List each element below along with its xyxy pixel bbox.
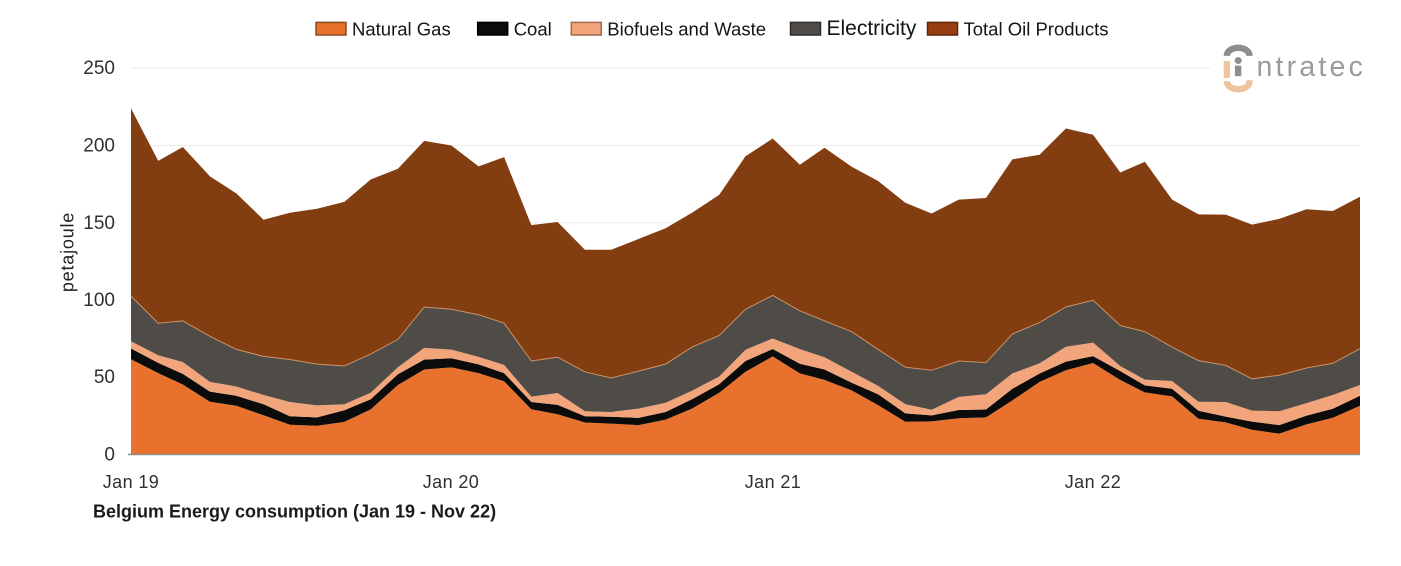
svg-text:Jan 19: Jan 19 bbox=[103, 472, 159, 492]
svg-text:Coal: Coal bbox=[514, 18, 552, 39]
svg-text:Electricity: Electricity bbox=[827, 17, 917, 40]
svg-text:Natural Gas: Natural Gas bbox=[352, 18, 451, 39]
svg-text:petajoule: petajoule bbox=[58, 212, 78, 292]
svg-text:150: 150 bbox=[83, 213, 115, 234]
svg-text:Biofuels and Waste: Biofuels and Waste bbox=[607, 18, 766, 39]
svg-text:Jan 21: Jan 21 bbox=[745, 472, 801, 492]
svg-text:Belgium Energy consumption (Ja: Belgium Energy consumption (Jan 19 - Nov… bbox=[93, 502, 496, 522]
svg-text:Total Oil Products: Total Oil Products bbox=[964, 18, 1109, 39]
svg-text:0: 0 bbox=[104, 445, 115, 466]
svg-text:50: 50 bbox=[94, 367, 115, 388]
svg-text:ntratec: ntratec bbox=[1257, 51, 1367, 83]
svg-text:250: 250 bbox=[83, 58, 115, 79]
svg-text:Jan 20: Jan 20 bbox=[423, 472, 479, 492]
svg-text:100: 100 bbox=[83, 290, 115, 311]
svg-text:200: 200 bbox=[83, 136, 115, 157]
svg-text:Jan 22: Jan 22 bbox=[1065, 472, 1121, 492]
